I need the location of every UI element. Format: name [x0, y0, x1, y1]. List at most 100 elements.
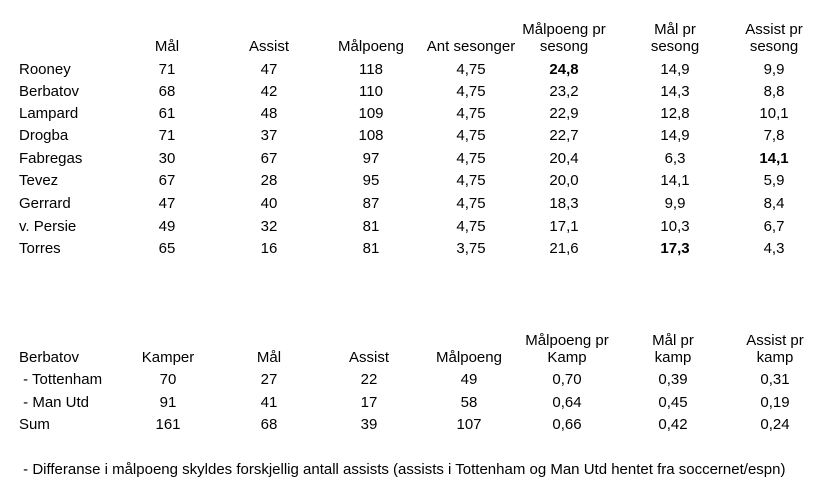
table1-cell: 81 [362, 218, 380, 235]
table2-row-name: Sum [19, 416, 50, 433]
table1-cell: 9,9 [664, 195, 686, 212]
table1-cell: 4,75 [456, 218, 486, 235]
table1-header-5-line2: sesong [650, 38, 700, 55]
footnote: - Differanse i målpoeng skyldes forskjel… [19, 461, 786, 478]
table1-row-name: Tevez [19, 172, 59, 189]
table1-cell: 18,3 [549, 195, 579, 212]
table1-cell: 108 [358, 127, 384, 144]
table2-header-1: Mål [256, 349, 282, 366]
table1-header-1: Assist [248, 38, 290, 55]
table2-cell: 0,31 [760, 371, 790, 388]
table1-cell: 4,75 [456, 195, 486, 212]
table1-cell: 4,75 [456, 172, 486, 189]
table1-cell: 109 [358, 105, 384, 122]
table2-title: Berbatov [19, 349, 80, 366]
table1-cell: 5,9 [763, 172, 785, 189]
table1-cell: 30 [158, 150, 176, 167]
table1-header-6-line1: Assist pr [745, 21, 803, 38]
table1-header-3: Ant sesonger [426, 38, 516, 55]
table1-cell: 6,7 [763, 218, 785, 235]
table2-cell: 0,64 [552, 394, 582, 411]
table2-header-4-line2: Kamp [547, 349, 587, 366]
table1-cell: 17,3 [660, 240, 690, 257]
table1-cell: 4,75 [456, 61, 486, 78]
table1-cell: 20,0 [549, 172, 579, 189]
table1-cell: 65 [158, 240, 176, 257]
table2-row-name: - Man Utd [19, 394, 90, 411]
table1-cell: 48 [260, 105, 278, 122]
table1-cell: 12,8 [660, 105, 690, 122]
table2-cell: 0,70 [552, 371, 582, 388]
table1-cell: 37 [260, 127, 278, 144]
table1-cell: 118 [359, 61, 383, 78]
table1-cell: 4,3 [763, 240, 785, 257]
table1-cell: 3,75 [456, 240, 486, 257]
table1-cell: 7,8 [763, 127, 785, 144]
table1-cell: 81 [362, 240, 380, 257]
table1-cell: 22,7 [549, 127, 579, 144]
table1-cell: 61 [158, 105, 176, 122]
table1-header-4-line1: Målpoeng pr [522, 21, 606, 38]
table1-cell: 71 [158, 61, 176, 78]
table2-cell: 0,19 [760, 394, 790, 411]
table1-cell: 68 [158, 83, 176, 100]
table1-cell: 10,3 [660, 218, 690, 235]
table2-cell: 161 [155, 416, 181, 433]
table1-cell: 110 [359, 83, 383, 100]
table2-cell: 0,66 [552, 416, 582, 433]
table1-cell: 42 [260, 83, 278, 100]
table1-cell: 14,1 [660, 172, 690, 189]
table1-cell: 6,3 [664, 150, 686, 167]
table2-header-6-line2: kamp [756, 349, 794, 366]
table1-header-0: Mål [154, 38, 180, 55]
table1-cell: 32 [260, 218, 278, 235]
table1-row-name: Gerrard [19, 195, 71, 212]
table2-cell: 68 [260, 416, 278, 433]
table1-cell: 47 [260, 61, 278, 78]
table1-cell: 4,75 [456, 150, 486, 167]
table2-header-5-line2: kamp [654, 349, 692, 366]
table1-header-6-line2: sesong [749, 38, 799, 55]
table2-cell: 41 [260, 394, 278, 411]
table2-cell: 22 [360, 371, 378, 388]
table1-cell: 67 [158, 172, 176, 189]
table1-row-name: Lampard [19, 105, 79, 122]
table1-cell: 97 [362, 150, 380, 167]
table2-cell: 49 [460, 371, 478, 388]
table2-header-4-line1: Målpoeng pr [525, 332, 609, 349]
table2-header-6-line1: Assist pr [746, 332, 804, 349]
table1-row-name: Fabregas [19, 150, 83, 167]
table2-header-2: Assist [348, 349, 390, 366]
table1-header-4-line2: sesong [539, 38, 589, 55]
table1-cell: 21,6 [549, 240, 579, 257]
table1-cell: 67 [260, 150, 278, 167]
table2-cell: 107 [456, 416, 482, 433]
table2-cell: 0,42 [658, 416, 688, 433]
table1-row-name: v. Persie [19, 218, 77, 235]
table1-row-name: Drogba [19, 127, 69, 144]
table1-cell: 4,75 [456, 105, 486, 122]
table1-cell: 4,75 [456, 83, 486, 100]
table2-cell: 70 [159, 371, 177, 388]
table2-cell: 91 [159, 394, 177, 411]
table1-header-2: Målpoeng [338, 38, 404, 55]
table1-cell: 87 [362, 195, 380, 212]
table2-cell: 39 [360, 416, 378, 433]
table2-row-name: - Tottenham [19, 371, 103, 388]
table1-cell: 8,4 [763, 195, 785, 212]
table2-header-3: Målpoeng [436, 349, 502, 366]
table2-header-5-line1: Mål pr [652, 332, 694, 349]
table1-cell: 17,1 [549, 218, 579, 235]
table1-cell: 22,9 [549, 105, 579, 122]
table1-row-name: Torres [19, 240, 61, 257]
table2-cell: 27 [260, 371, 278, 388]
table1-row-name: Berbatov [19, 83, 80, 100]
table1-cell: 4,75 [456, 127, 486, 144]
table1-cell: 47 [158, 195, 176, 212]
table2-cell: 58 [460, 394, 478, 411]
table1-cell: 28 [260, 172, 278, 189]
table1-cell: 49 [158, 218, 176, 235]
table1-cell: 14,9 [660, 61, 690, 78]
table1-cell: 71 [158, 127, 176, 144]
table1-cell: 14,3 [660, 83, 690, 100]
